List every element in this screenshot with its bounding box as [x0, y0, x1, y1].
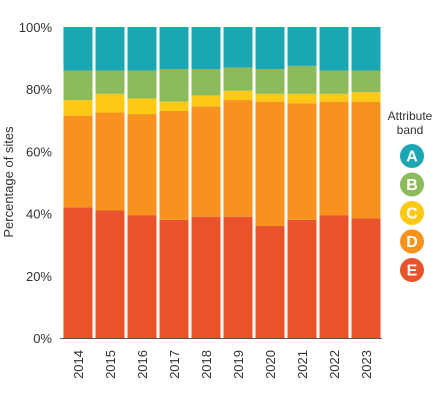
x-tick-label: 2014 [71, 350, 86, 379]
bar-segment-d-2015 [95, 112, 125, 211]
y-tick-label: 100% [19, 20, 53, 35]
bar-segment-a-2017 [159, 27, 189, 69]
bar-segment-e-2022 [319, 215, 349, 338]
bar-segment-e-2021 [287, 219, 317, 338]
bar-segment-e-2014 [63, 207, 93, 338]
legend-item-d: D [400, 229, 424, 254]
bar-segment-e-2017 [159, 219, 189, 338]
legend-label-c: C [406, 206, 418, 223]
legend-label-b: B [406, 177, 418, 194]
y-axis-title: Percentage of sites [1, 126, 16, 238]
y-tick-label: 20% [26, 269, 52, 284]
bar-segment-c-2016 [127, 98, 157, 115]
bar-segment-b-2014 [63, 70, 93, 101]
bar-segment-e-2016 [127, 215, 157, 338]
legend-swatch-c [400, 201, 424, 225]
bar-segment-c-2019 [223, 90, 253, 101]
bar-segment-b-2023 [351, 70, 381, 93]
bar-segment-d-2021 [287, 103, 317, 220]
bar-segment-a-2021 [287, 27, 317, 66]
bar-segment-d-2018 [191, 106, 221, 217]
bar-segment-b-2022 [319, 70, 349, 94]
bar-segment-c-2014 [63, 100, 93, 116]
legend-label-a: A [406, 149, 418, 166]
bar-segment-d-2019 [223, 100, 253, 217]
x-tick-label: 2018 [199, 350, 214, 379]
bar-segment-a-2020 [255, 27, 285, 69]
bar-segment-b-2018 [191, 68, 221, 96]
y-tick-label: 40% [26, 207, 52, 222]
bar-segment-d-2022 [319, 101, 349, 216]
x-tick-label: 2021 [295, 350, 310, 379]
bar-segment-b-2015 [95, 70, 125, 94]
legend-label-d: D [406, 234, 418, 251]
bar-segment-a-2023 [351, 27, 381, 71]
bar-segment-a-2014 [63, 27, 93, 71]
legend-item-c: C [400, 201, 424, 225]
x-tick-label: 2023 [359, 350, 374, 379]
y-axis-ticks: 0% 20% 40% 60% 80% 100% [19, 20, 53, 346]
bar-segment-e-2018 [191, 216, 221, 338]
bar-segment-e-2023 [351, 218, 381, 338]
legend-label-e: E [407, 263, 418, 280]
x-tick-label: 2017 [167, 350, 182, 379]
bar-segment-c-2017 [159, 101, 189, 111]
x-tick-label: 2015 [103, 350, 118, 379]
bar-segment-c-2022 [319, 93, 349, 102]
x-axis-ticks: 2014 2015 2016 2017 2018 2019 2020 2021 2022 2023 [71, 350, 374, 379]
legend-title-line-2: band [397, 123, 424, 137]
bar-segment-d-2020 [255, 101, 285, 227]
bar-segment-a-2015 [95, 27, 125, 71]
bar-segment-c-2023 [351, 92, 381, 102]
y-tick-label: 60% [26, 144, 52, 159]
bar-segment-a-2018 [191, 27, 221, 69]
bar-segment-e-2020 [255, 226, 285, 338]
legend-title-line-1: Attribute [388, 109, 433, 123]
legend-swatch-d [400, 229, 424, 254]
legend-swatch-a [400, 144, 424, 168]
bar-segment-c-2018 [191, 95, 221, 107]
bar-segment-b-2016 [127, 70, 157, 99]
bar-segment-c-2015 [95, 93, 125, 113]
bar-segment-a-2019 [223, 27, 253, 68]
bar-segment-e-2019 [223, 216, 253, 338]
bar-segment-d-2016 [127, 114, 157, 216]
legend-item-a: A [400, 144, 424, 168]
bar-segment-b-2019 [223, 67, 253, 91]
bar-segment-e-2015 [95, 210, 125, 338]
legend-swatch-e [400, 258, 424, 282]
x-tick-label: 2016 [135, 350, 150, 379]
bar-segment-d-2017 [159, 110, 189, 220]
bars-group [63, 27, 381, 338]
bar-segment-b-2020 [255, 68, 285, 94]
bar-segment-c-2020 [255, 93, 285, 102]
bar-segment-a-2016 [127, 27, 157, 71]
y-tick-label: 80% [26, 82, 52, 97]
x-tick-label: 2022 [327, 350, 342, 379]
x-tick-label: 2020 [263, 350, 278, 379]
legend-swatch-b [400, 172, 424, 197]
bar-segment-d-2023 [351, 101, 381, 219]
bar-segment-a-2022 [319, 27, 349, 71]
legend-item-b: B [400, 172, 424, 197]
bar-segment-c-2021 [287, 93, 317, 104]
bar-segment-b-2021 [287, 65, 317, 94]
x-tick-label: 2019 [231, 350, 246, 379]
bar-segment-d-2014 [63, 115, 93, 208]
y-tick-label: 0% [33, 331, 52, 346]
legend-item-e: E [400, 258, 424, 282]
bar-segment-b-2017 [159, 68, 189, 102]
